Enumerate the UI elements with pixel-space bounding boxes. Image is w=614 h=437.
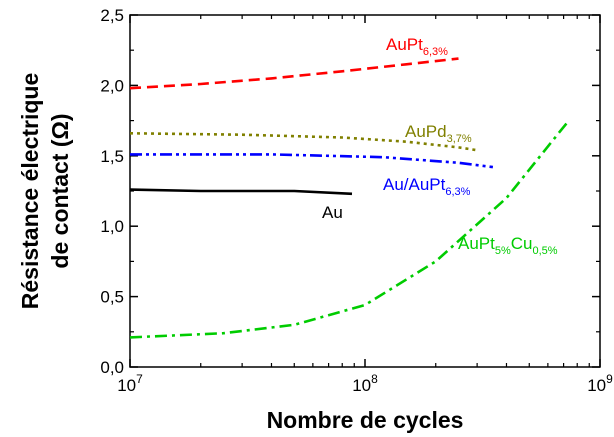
series-line bbox=[130, 153, 494, 169]
series-line bbox=[129, 188, 353, 196]
y-axis-title: Résistance électrique de contact (Ω) bbox=[17, 73, 73, 310]
x-tick-label: 108 bbox=[352, 372, 378, 395]
series-label: AuPt5%Cu0,5% bbox=[458, 234, 558, 257]
y-tick-label: 0,0 bbox=[100, 358, 124, 377]
x-tick-label: 107 bbox=[117, 372, 143, 395]
series-line bbox=[129, 122, 568, 339]
x-tick-label: 109 bbox=[587, 372, 613, 395]
series-label: Au bbox=[322, 203, 343, 222]
y-tick-label: 2,5 bbox=[100, 6, 124, 25]
series-label: Au/AuPt6,3% bbox=[383, 175, 471, 198]
y-tick-label: 1,5 bbox=[100, 147, 124, 166]
y-tick-label: 1,0 bbox=[100, 217, 124, 236]
y-tick-label: 0,5 bbox=[100, 288, 124, 307]
series-line bbox=[129, 132, 478, 152]
series-label: AuPt6,3% bbox=[386, 35, 448, 58]
x-axis-title: Nombre de cycles bbox=[267, 407, 464, 433]
axes: 0,0 0,5 1,0 1,5 2,0 2,5 107 108 109 Nombre de cyc… bbox=[17, 6, 613, 433]
series-line bbox=[129, 57, 459, 90]
series-label: AuPd3,7% bbox=[405, 122, 472, 145]
y-tick-label: 2,0 bbox=[100, 76, 124, 95]
series-group bbox=[129, 57, 568, 339]
labels-group: AuPt6,3% AuPd3,7% Au/AuPt6,3% Au AuPt5%Cu0,5… bbox=[322, 35, 558, 257]
